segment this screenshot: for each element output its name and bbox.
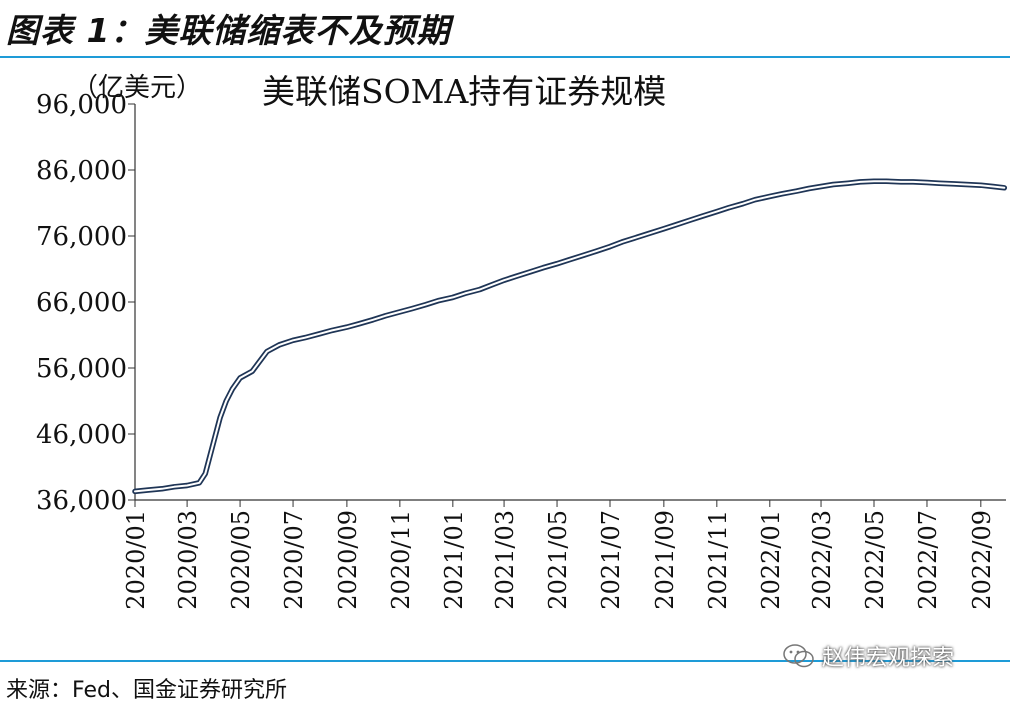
y-tick-label: 46,000 <box>36 420 127 450</box>
chart-title: 美联储SOMA持有证券规模 <box>262 72 666 111</box>
x-tick-label: 2020/09 <box>334 510 362 610</box>
soma-series-line-inner <box>135 181 1004 491</box>
x-tick-label: 2021/03 <box>491 510 519 610</box>
x-tick-label: 2020/11 <box>387 510 415 610</box>
soma-holdings-line-chart: （亿美元） 美联储SOMA持有证券规模 36,00046,00056,00066… <box>0 60 1010 660</box>
y-tick-label: 66,000 <box>36 288 127 318</box>
x-tick-label: 2021/09 <box>651 510 679 610</box>
x-tick-label: 2020/01 <box>122 510 150 610</box>
series-layer <box>135 181 1005 491</box>
x-tick-label: 2021/11 <box>704 510 732 610</box>
x-tick-label: 2022/01 <box>757 510 785 610</box>
x-tick-label: 2020/05 <box>227 510 255 610</box>
y-tick-label: 76,000 <box>36 222 127 252</box>
y-tick-label: 96,000 <box>36 90 127 120</box>
y-tick-label: 86,000 <box>36 156 127 186</box>
header-divider <box>0 56 1010 58</box>
watermark-text: 赵伟宏观探索 <box>822 640 954 672</box>
y-axis-ticks: 36,000 46,000 56,000 66,000 76,000 86,000 96,0… <box>36 90 135 516</box>
x-axis-ticks: 2020/01 2020/03 2020/05 2020/07 2020/09 2020/… <box>122 500 996 610</box>
x-tick-label: 2020/07 <box>280 510 308 610</box>
soma-series-line <box>135 181 1004 491</box>
x-tick-label: 2021/01 <box>440 510 468 610</box>
x-tick-label: 2022/09 <box>968 510 996 610</box>
x-tick-label: 2022/05 <box>861 510 889 610</box>
watermark: 赵伟宏观探索 <box>782 640 954 672</box>
x-tick-label: 2022/03 <box>808 510 836 610</box>
x-tick-label: 2021/05 <box>544 510 572 610</box>
x-tick-label: 2020/03 <box>174 510 202 610</box>
x-tick-label: 2022/07 <box>914 510 942 610</box>
x-tick-label: 2021/07 <box>597 510 625 610</box>
chart-axes <box>135 104 1006 500</box>
y-tick-label: 56,000 <box>36 354 127 384</box>
source-note: 来源：Fed、国金证券研究所 <box>6 672 287 704</box>
wechat-icon <box>782 642 816 670</box>
figure-title: 图表 1：美联储缩表不及预期 <box>6 4 450 52</box>
y-tick-label: 36,000 <box>36 486 127 516</box>
